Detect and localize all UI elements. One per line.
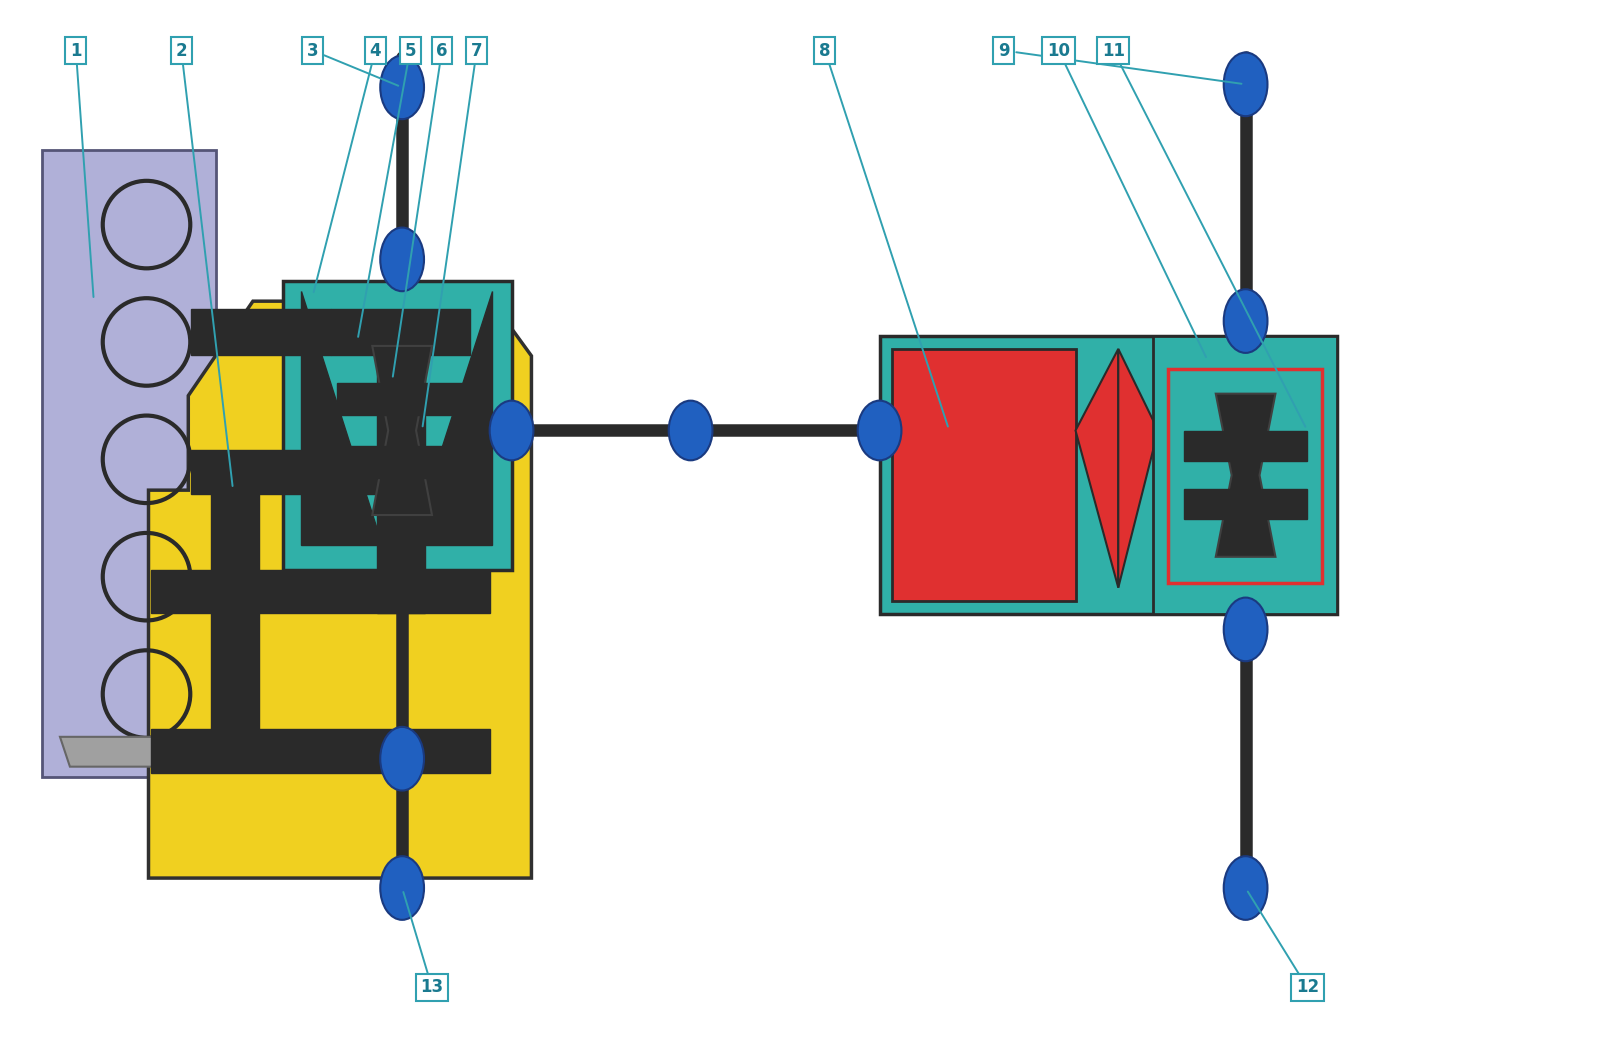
Bar bbox=[1154, 336, 1338, 614]
Bar bbox=[338, 447, 467, 478]
Ellipse shape bbox=[381, 55, 424, 119]
Polygon shape bbox=[59, 737, 205, 767]
Bar bbox=[211, 495, 259, 732]
Ellipse shape bbox=[669, 401, 712, 460]
Ellipse shape bbox=[1224, 53, 1267, 116]
Polygon shape bbox=[1118, 349, 1158, 588]
Ellipse shape bbox=[490, 401, 533, 460]
Bar bbox=[338, 382, 467, 415]
Text: 4: 4 bbox=[370, 42, 381, 59]
Polygon shape bbox=[149, 301, 531, 878]
Polygon shape bbox=[373, 346, 432, 515]
Bar bbox=[192, 310, 331, 355]
Bar bbox=[152, 569, 490, 613]
Ellipse shape bbox=[1224, 289, 1267, 353]
Text: 8: 8 bbox=[819, 42, 830, 59]
Text: 6: 6 bbox=[437, 42, 448, 59]
Bar bbox=[331, 310, 470, 355]
Text: 1: 1 bbox=[70, 42, 82, 59]
Polygon shape bbox=[1216, 394, 1275, 557]
Ellipse shape bbox=[381, 727, 424, 791]
Bar bbox=[152, 729, 490, 773]
Text: 2: 2 bbox=[176, 42, 187, 59]
Bar bbox=[891, 349, 1075, 601]
Polygon shape bbox=[1075, 349, 1118, 588]
Text: 5: 5 bbox=[405, 42, 416, 59]
Polygon shape bbox=[410, 291, 491, 544]
Bar bbox=[880, 336, 1338, 614]
Text: 12: 12 bbox=[1296, 979, 1318, 996]
Text: 9: 9 bbox=[998, 42, 1010, 59]
Polygon shape bbox=[301, 291, 382, 544]
Bar bbox=[283, 282, 512, 569]
Bar bbox=[1168, 369, 1322, 583]
Ellipse shape bbox=[1224, 597, 1267, 661]
Bar bbox=[1184, 431, 1307, 461]
Ellipse shape bbox=[858, 401, 901, 460]
Text: 3: 3 bbox=[307, 42, 318, 59]
Text: 7: 7 bbox=[470, 42, 483, 59]
Text: 11: 11 bbox=[1102, 42, 1125, 59]
Bar bbox=[378, 355, 426, 613]
Bar bbox=[1184, 489, 1307, 520]
Ellipse shape bbox=[381, 228, 424, 291]
Ellipse shape bbox=[381, 856, 424, 920]
Bar bbox=[42, 150, 216, 776]
Text: 10: 10 bbox=[1046, 42, 1070, 59]
Ellipse shape bbox=[1224, 856, 1267, 920]
Bar bbox=[192, 450, 480, 495]
Text: 13: 13 bbox=[421, 979, 443, 996]
